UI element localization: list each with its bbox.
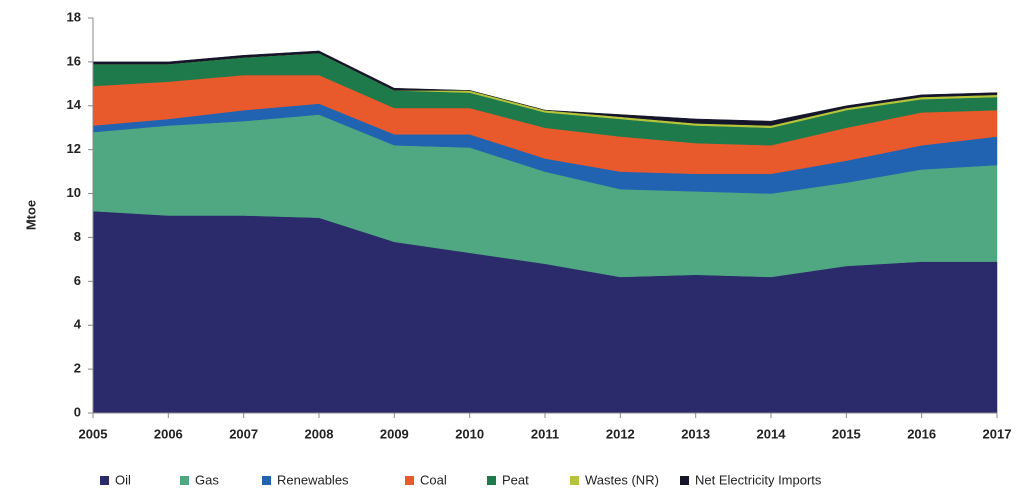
y-tick-label: 0 [74, 404, 81, 419]
legend-swatch [262, 476, 271, 485]
x-tick-label: 2005 [79, 426, 108, 441]
y-tick-label: 18 [67, 9, 81, 24]
legend-swatch [100, 476, 109, 485]
y-tick-label: 2 [74, 361, 81, 376]
x-tick-label: 2011 [531, 426, 559, 441]
x-tick-label: 2016 [907, 426, 936, 441]
legend-label: Oil [115, 472, 131, 487]
y-tick-label: 14 [67, 97, 82, 112]
legend-swatch [680, 476, 689, 485]
y-tick-label: 16 [67, 53, 81, 68]
x-tick-label: 2012 [606, 426, 635, 441]
legend-swatch [570, 476, 579, 485]
x-tick-label: 2008 [305, 426, 334, 441]
legend-label: Renewables [277, 472, 349, 487]
legend-label: Wastes (NR) [585, 472, 659, 487]
x-tick-label: 2009 [380, 426, 409, 441]
legend-label: Gas [195, 472, 219, 487]
x-tick-label: 2014 [757, 426, 787, 441]
x-tick-label: 2017 [983, 426, 1012, 441]
x-tick-label: 2013 [681, 426, 710, 441]
legend-swatch [180, 476, 189, 485]
y-tick-label: 10 [67, 185, 81, 200]
x-tick-label: 2006 [154, 426, 183, 441]
y-axis-label: Mtoe [23, 200, 38, 230]
legend-label: Peat [502, 472, 529, 487]
y-tick-label: 12 [67, 141, 81, 156]
legend-label: Net Electricity Imports [695, 472, 822, 487]
x-tick-label: 2007 [229, 426, 258, 441]
x-tick-label: 2010 [455, 426, 484, 441]
legend-swatch [405, 476, 414, 485]
x-tick-label: 2015 [832, 426, 861, 441]
area [92, 50, 998, 126]
y-tick-label: 4 [74, 317, 82, 332]
legend-label: Coal [420, 472, 447, 487]
y-tick-label: 6 [74, 273, 81, 288]
legend-swatch [487, 476, 496, 485]
y-tick-label: 8 [74, 229, 81, 244]
